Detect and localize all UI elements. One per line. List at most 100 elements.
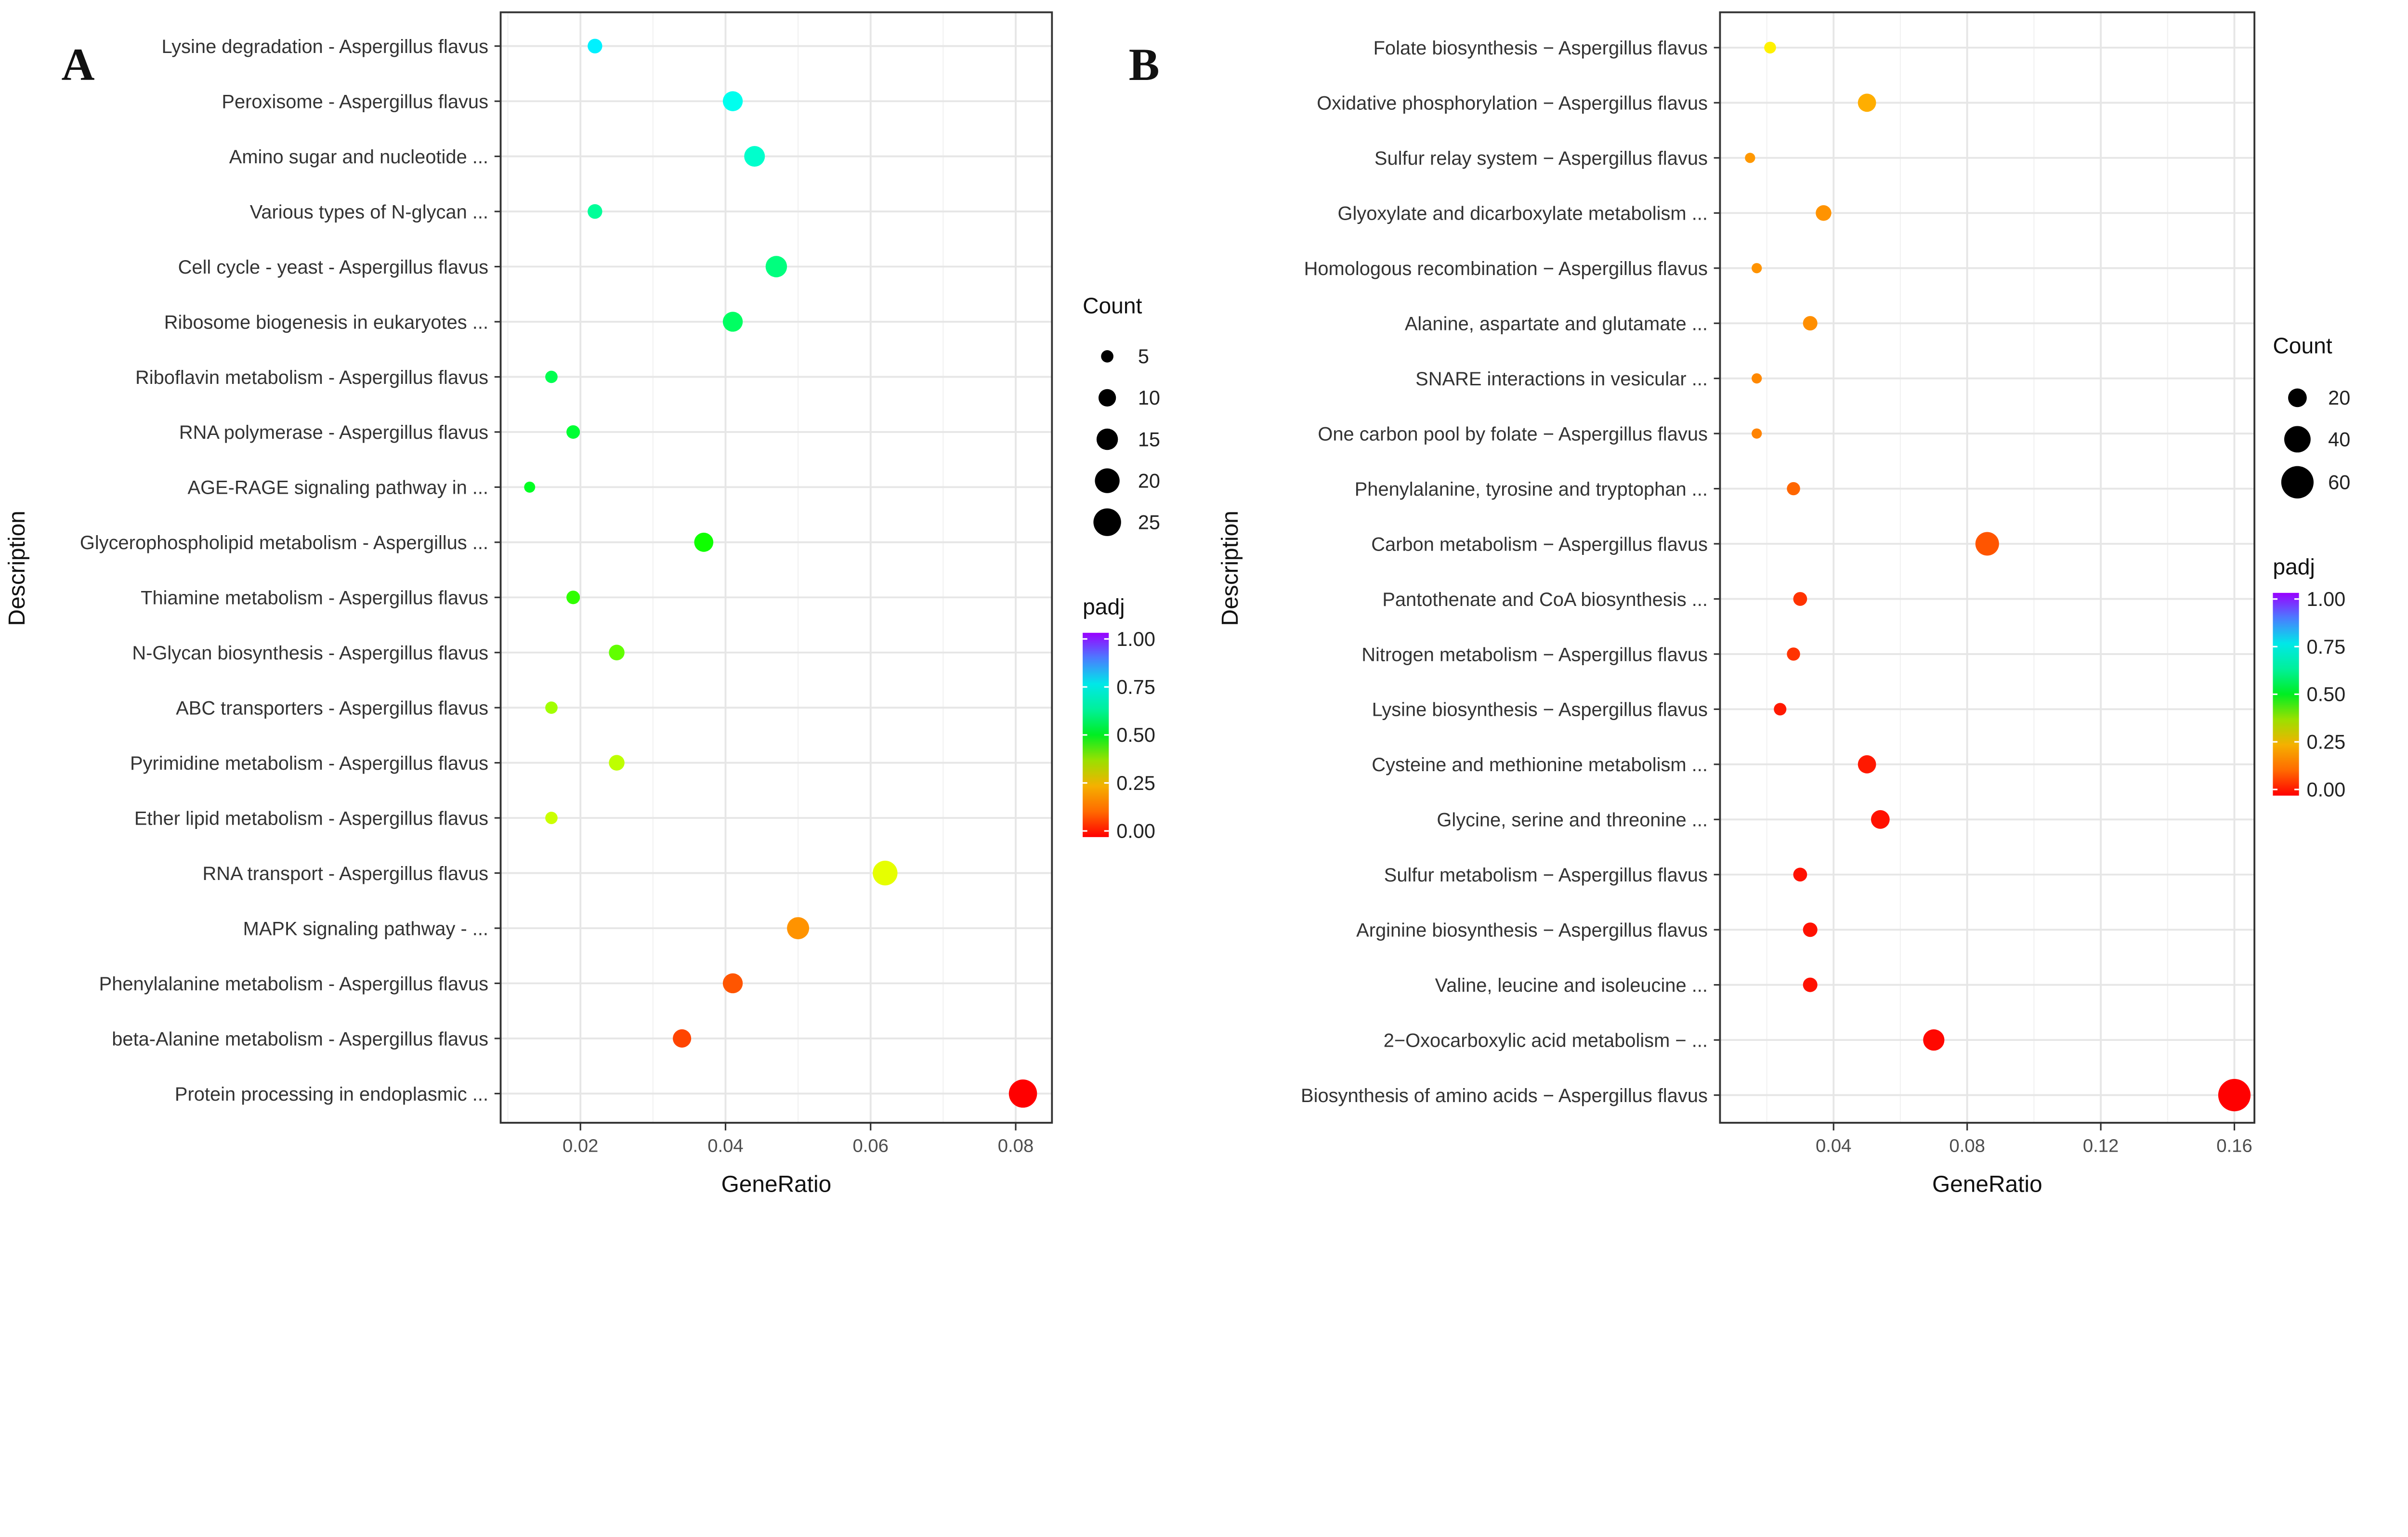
y-tick-label: One carbon pool by folate − Aspergillus … [1318, 423, 1708, 445]
size-legend-label: 5 [1138, 345, 1149, 368]
colorbar-label: 0.00 [1116, 819, 1155, 842]
size-legend-key [1093, 508, 1121, 536]
y-tick-label: Glycine, serine and threonine ... [1437, 810, 1708, 831]
data-point [588, 39, 602, 53]
size-legend-key [2288, 388, 2307, 407]
data-point [1787, 482, 1800, 496]
data-point [609, 644, 625, 660]
y-tick-label: Nitrogen metabolism − Aspergillus flavus [1361, 644, 1708, 665]
size-legend-label: 20 [2328, 386, 2350, 409]
size-legend-title: Count [1083, 293, 1142, 318]
y-tick-label: Homologous recombination − Aspergillus f… [1304, 258, 1708, 279]
data-point [722, 312, 743, 332]
y-tick-label: 2−Oxocarboxylic acid metabolism − ... [1384, 1030, 1708, 1051]
data-point [1816, 205, 1832, 221]
y-tick-label: N-Glycan biosynthesis - Aspergillus flav… [132, 643, 488, 664]
y-tick-label: Ribosome biogenesis in eukaryotes ... [164, 312, 488, 333]
y-tick-label: Alanine, aspartate and glutamate ... [1405, 314, 1708, 335]
data-point [1774, 703, 1787, 716]
panel-label: A [62, 39, 95, 90]
data-point [524, 481, 536, 493]
y-tick-label: Peroxisome - Aspergillus flavus [222, 91, 488, 112]
data-point [545, 701, 558, 714]
data-point [1871, 810, 1890, 829]
data-point [765, 256, 787, 277]
size-legend-label: 25 [1138, 511, 1160, 534]
data-point [1764, 41, 1776, 54]
y-tick-label: Phenylalanine, tyrosine and tryptophan .… [1355, 479, 1708, 500]
y-tick-label: Folate biosynthesis − Aspergillus flavus [1374, 38, 1708, 59]
data-point [609, 755, 625, 771]
y-tick-label: RNA transport - Aspergillus flavus [203, 863, 488, 884]
data-point [545, 812, 558, 824]
data-point [1008, 1079, 1037, 1108]
data-point [545, 370, 558, 383]
size-legend-label: 10 [1138, 386, 1160, 409]
x-axis-title: GeneRatio [721, 1171, 832, 1197]
size-legend-label: 20 [1138, 469, 1160, 492]
colorbar-label: 0.00 [2307, 778, 2346, 801]
data-point [566, 591, 580, 604]
x-tick-label: 0.08 [998, 1136, 1034, 1156]
y-tick-label: AGE-RAGE signaling pathway in ... [188, 477, 489, 499]
size-legend-title: Count [2273, 333, 2332, 358]
colorbar-label: 0.75 [1116, 676, 1155, 698]
data-point [1793, 867, 1807, 882]
data-point [744, 146, 765, 167]
size-legend-key [2284, 426, 2311, 453]
data-point [1752, 263, 1762, 274]
data-point [1803, 316, 1818, 331]
data-point [1803, 977, 1818, 992]
size-legend-key [1096, 428, 1118, 450]
y-tick-label: Lysine degradation - Aspergillus flavus [162, 36, 488, 57]
data-point [1858, 755, 1876, 774]
data-point [2218, 1079, 2251, 1112]
data-point [1787, 647, 1800, 661]
colorbar-label: 0.50 [1116, 723, 1155, 746]
y-tick-label: Thiamine metabolism - Aspergillus flavus [141, 588, 488, 609]
x-tick-label: 0.02 [563, 1136, 598, 1156]
data-point [1752, 428, 1762, 439]
size-legend-key [1101, 350, 1113, 363]
size-legend-key [2281, 466, 2314, 499]
size-legend-key [1098, 389, 1116, 407]
color-legend-title: padj [2273, 554, 2315, 579]
y-tick-label: beta-Alanine metabolism - Aspergillus fl… [112, 1028, 488, 1050]
y-tick-label: Arginine biosynthesis − Aspergillus flav… [1356, 920, 1708, 941]
x-tick-label: 0.08 [1949, 1136, 1985, 1156]
y-axis-title: Description [4, 511, 30, 626]
data-point [722, 91, 743, 111]
data-point [1752, 373, 1762, 384]
figure: A 0.02 0.04 0.06 0.08 Lysine degradation - As… [4, 11, 2350, 1197]
plot-background [1720, 12, 2255, 1123]
data-point [673, 1029, 692, 1048]
y-tick-label: Various types of N-glycan ... [250, 201, 488, 223]
data-point [873, 860, 898, 886]
y-axis-title: Description [1217, 511, 1243, 626]
data-point [1745, 153, 1755, 163]
data-point [1975, 532, 1999, 556]
size-legend-label: 60 [2328, 471, 2350, 494]
plot-border [499, 11, 1053, 1124]
size-legend-label: 40 [2328, 428, 2350, 450]
panel-b: B 0.04 0.08 0.12 0.16 Folate biosynthesis − A… [1129, 11, 2350, 1197]
x-tick-label: 0.06 [853, 1136, 889, 1156]
colorbar-label: 0.25 [1116, 772, 1155, 794]
y-tick-label: Valine, leucine and isoleucine ... [1435, 975, 1708, 996]
data-point [722, 973, 743, 994]
x-tick-label: 0.04 [707, 1136, 743, 1156]
colorbar-label: 0.75 [2307, 635, 2346, 658]
y-tick-label: Phenylalanine metabolism - Aspergillus f… [99, 973, 488, 995]
y-tick-label: MAPK signaling pathway - ... [243, 918, 488, 939]
x-tick-label: 0.16 [2216, 1136, 2252, 1156]
x-axis-title: GeneRatio [1932, 1171, 2042, 1197]
x-tick-label: 0.04 [1816, 1136, 1851, 1156]
y-tick-label: Pantothenate and CoA biosynthesis ... [1382, 589, 1708, 610]
y-tick-label: Riboflavin metabolism - Aspergillus flav… [135, 367, 488, 388]
data-point [1793, 592, 1807, 606]
y-tick-label: Sulfur relay system − Aspergillus flavus [1374, 148, 1708, 169]
y-tick-label: Ether lipid metabolism - Aspergillus fla… [134, 808, 488, 829]
y-tick-label: Glycerophospholipid metabolism - Aspergi… [80, 532, 488, 553]
data-point [1858, 93, 1876, 112]
y-tick-label: Protein processing in endoplasmic ... [175, 1084, 488, 1105]
